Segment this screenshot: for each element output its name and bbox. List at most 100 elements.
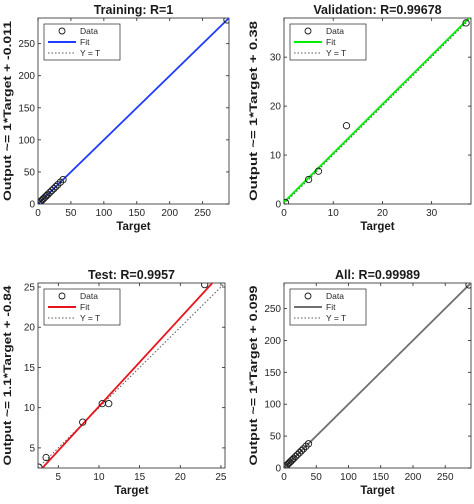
- plot-content: [284, 283, 471, 468]
- y-tick-label: 50: [270, 432, 282, 443]
- x-tick-label: 30: [426, 208, 438, 219]
- data-point: [46, 188, 54, 197]
- x-tick-label: 150: [128, 208, 145, 219]
- x-tick-label: 100: [96, 208, 113, 219]
- x-axis-label: Target: [116, 221, 150, 233]
- data-point: [41, 193, 49, 201]
- data-point: [52, 183, 60, 191]
- data-point: [284, 463, 289, 468]
- fit-line: [284, 283, 471, 468]
- data-point: [38, 198, 44, 204]
- data-point: [44, 190, 52, 199]
- data-point: [302, 442, 310, 450]
- fit-line: [41, 283, 214, 468]
- data-point: [284, 462, 290, 468]
- x-tick-label: 10: [93, 472, 105, 483]
- data-point: [299, 445, 307, 453]
- data-point: [59, 175, 67, 184]
- data-point: [290, 454, 298, 463]
- legend-data-marker: [58, 27, 66, 35]
- legend-data-label: Data: [326, 291, 344, 301]
- x-tick-label: 10: [328, 208, 340, 219]
- data-point: [284, 198, 290, 204]
- legend-identity-label: Y = T: [80, 313, 100, 323]
- chart-panel-3: 5 10 15 20 25 5 10 15 20 25 Test: R=0.9957 Target Ou…: [2, 268, 227, 497]
- y-tick-label: 50: [24, 167, 36, 178]
- chart-title: Training: R=1: [94, 3, 174, 17]
- x-tick-label: 250: [194, 208, 211, 219]
- y-axis-label: Output ~= 1*Target + 0.099: [248, 286, 260, 466]
- data-point: [462, 19, 470, 27]
- x-tick-label: 0: [281, 208, 287, 219]
- data-point: [38, 463, 43, 468]
- legend-data-label: Data: [80, 26, 98, 36]
- y-tick-label: 25: [24, 283, 36, 294]
- y-tick-label: 5: [29, 443, 35, 454]
- x-tick-label: 15: [134, 472, 146, 483]
- data-point: [293, 450, 302, 459]
- x-axis-label: Target: [360, 485, 394, 497]
- plot-content: [38, 18, 229, 204]
- legend-fit-label: Fit: [80, 37, 90, 47]
- y-tick-label: 30: [270, 53, 282, 64]
- data-point: [42, 453, 50, 462]
- legend-data-marker: [304, 27, 312, 35]
- y-tick-label: 0: [275, 200, 281, 211]
- y-tick-label: 150: [18, 103, 35, 114]
- legend-identity-label: Y = T: [80, 48, 100, 58]
- data-point: [201, 283, 209, 289]
- data-point: [284, 459, 293, 468]
- legend-identity-label: Y = T: [326, 313, 346, 323]
- y-tick-label: 10: [270, 151, 282, 162]
- y-tick-label: 0: [29, 200, 35, 211]
- y-tick-label: 20: [270, 102, 282, 113]
- data-point: [287, 457, 295, 465]
- data-point: [38, 197, 45, 204]
- x-tick-label: 5: [56, 472, 62, 483]
- legend-fit-label: Fit: [80, 302, 90, 312]
- data-point: [291, 452, 300, 461]
- x-tick-label: 150: [372, 472, 389, 483]
- x-tick-label: 200: [161, 208, 178, 219]
- data-point: [38, 195, 47, 204]
- x-tick-label: 100: [340, 472, 357, 483]
- y-axis-label: Output ~= 1*Target + 0.38: [248, 21, 260, 201]
- chart-title: All: R=0.99989: [335, 268, 420, 282]
- data-point: [56, 178, 65, 186]
- x-tick-label: 25: [215, 472, 227, 483]
- legend-data-label: Data: [80, 291, 98, 301]
- data-point: [304, 440, 313, 448]
- y-tick-label: 250: [18, 39, 35, 50]
- chart-panel-4: 0 50 100 150 200 250 0 50 100 150 200 250 All: R=0.9…: [248, 268, 472, 497]
- x-tick-label: 200: [405, 472, 422, 483]
- y-tick-label: 100: [18, 135, 35, 146]
- data-point: [465, 283, 471, 289]
- chart-title: Test: R=0.9957: [88, 268, 175, 282]
- legend-fit-label: Fit: [326, 37, 336, 47]
- y-tick-label: 200: [264, 336, 281, 347]
- y-axis-label: Output ~= 1*Target + -0.011: [2, 21, 14, 201]
- data-point: [297, 447, 306, 455]
- y-tick-label: 0: [275, 464, 281, 475]
- y-tick-label: 150: [264, 368, 281, 379]
- x-axis-label: Target: [360, 221, 394, 233]
- data-point: [314, 167, 323, 175]
- data-point: [38, 199, 43, 204]
- y-tick-label: 20: [24, 323, 36, 334]
- y-axis-label: Output ~= 1.1*Target + -0.84: [2, 284, 14, 465]
- x-axis-label: Target: [114, 485, 148, 497]
- data-point: [40, 194, 48, 202]
- legend-fit-label: Fit: [326, 302, 336, 312]
- legend-data-marker: [58, 292, 66, 300]
- x-tick-label: 0: [281, 472, 287, 483]
- data-point: [105, 400, 113, 408]
- plot-content: [38, 283, 225, 468]
- x-tick-label: 250: [437, 472, 454, 483]
- data-point: [304, 175, 313, 184]
- y-tick-label: 10: [24, 403, 36, 414]
- x-tick-label: 0: [35, 208, 41, 219]
